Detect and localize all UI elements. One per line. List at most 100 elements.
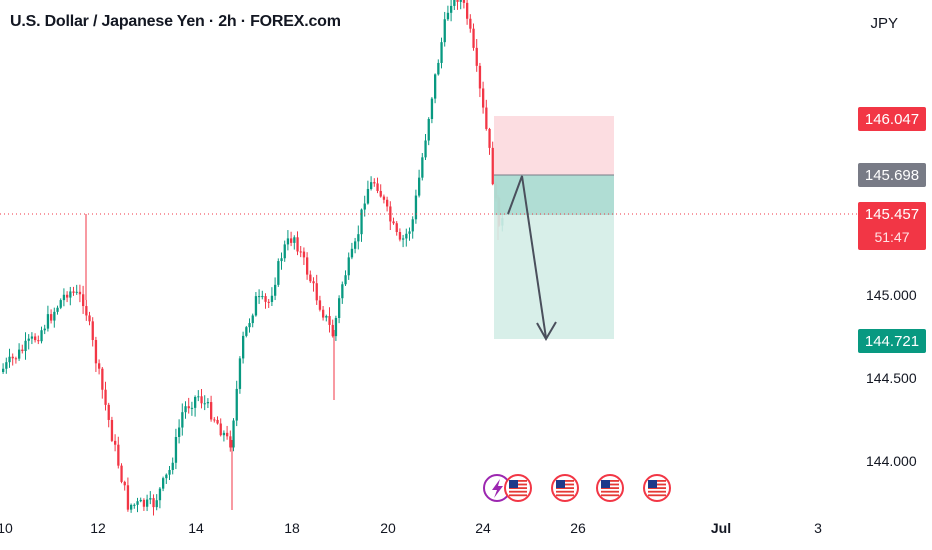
candle-body	[133, 504, 136, 506]
candle-body	[453, 0, 456, 6]
us-flag-event-icon	[551, 474, 579, 502]
candle-body	[190, 407, 194, 409]
candle-body	[283, 244, 286, 259]
candle-body	[328, 316, 331, 325]
candle-body	[264, 296, 267, 302]
candle-body	[427, 118, 430, 141]
candle-body	[338, 298, 341, 318]
candle-body	[408, 231, 411, 234]
candle-body	[347, 257, 350, 276]
candle-body	[270, 295, 274, 302]
candle-series	[2, 0, 504, 516]
candle-body	[149, 498, 152, 500]
candle-body	[472, 28, 475, 48]
x-tick-label: 24	[475, 520, 491, 536]
candle-body	[318, 300, 322, 310]
current-price-tag: 145.457 51:47	[858, 202, 926, 250]
candle-body	[88, 315, 91, 322]
candle-body	[152, 498, 155, 508]
x-tick-label: Jul	[710, 520, 732, 536]
projection-arrow	[507, 175, 557, 342]
candle-body	[126, 485, 130, 510]
candle-body	[213, 419, 216, 421]
candle-body	[2, 368, 5, 372]
candle-body	[459, 0, 462, 2]
candle-body	[53, 311, 56, 321]
candle-body	[258, 296, 261, 298]
candle-body	[21, 349, 24, 352]
candle-body	[315, 283, 318, 301]
candle-body	[261, 296, 264, 298]
candle-body	[450, 5, 453, 13]
target-price-tag: 144.721	[858, 329, 926, 353]
candle-body	[290, 238, 293, 243]
candle-body	[251, 315, 254, 324]
candle-body	[325, 316, 328, 318]
candle-body	[56, 307, 59, 312]
event-icons	[483, 474, 671, 502]
candle-body	[200, 396, 203, 404]
candle-body	[360, 209, 363, 235]
stop-price-tag: 145.698	[858, 163, 926, 187]
candle-body	[411, 219, 414, 232]
price-tick: 145.000	[866, 287, 917, 303]
candle-body	[66, 294, 69, 298]
candle-body	[222, 432, 226, 436]
candle-body	[277, 261, 280, 285]
candle-body	[405, 233, 408, 239]
candle-body	[254, 296, 258, 316]
candle-body	[446, 12, 450, 20]
candle-body	[30, 336, 34, 339]
candle-body	[50, 314, 53, 321]
candle-body	[488, 128, 491, 148]
candle-body	[136, 501, 139, 505]
candle-body	[443, 19, 446, 43]
chart-title: U.S. Dollar / Japanese Yen · 2h · FOREX.…	[10, 13, 341, 30]
candle-body	[475, 47, 478, 66]
candle-body	[104, 389, 107, 405]
candle-body	[114, 440, 117, 445]
candle-body	[267, 301, 270, 303]
candle-body	[75, 291, 78, 293]
candle-body	[402, 238, 405, 240]
candle-body	[302, 251, 306, 258]
candle-body	[398, 232, 402, 240]
candle-body	[395, 223, 398, 233]
x-tick-label: 3	[814, 520, 822, 536]
candle-body	[309, 274, 312, 282]
candle-body	[469, 18, 472, 29]
price-tick: 144.000	[866, 453, 917, 469]
candle-body	[94, 340, 98, 364]
position-tool	[494, 116, 614, 339]
candle-body	[37, 340, 40, 342]
candle-body	[171, 462, 174, 470]
candle-body	[414, 195, 418, 220]
candle-body	[165, 474, 168, 479]
candle-body	[110, 419, 114, 441]
candle-body	[123, 481, 126, 486]
candle-body	[120, 465, 123, 482]
us-flag-event-icon	[596, 474, 624, 502]
candle-body	[142, 499, 146, 507]
candle-body	[366, 188, 370, 204]
candle-body	[219, 423, 222, 436]
candle-body	[363, 203, 366, 210]
candle-body	[168, 469, 171, 475]
candle-body	[46, 314, 50, 329]
candle-body	[43, 328, 46, 331]
candle-body	[72, 291, 75, 293]
candle-body	[229, 436, 232, 448]
candle-body	[280, 258, 283, 262]
candle-body	[232, 420, 235, 448]
candle-body	[421, 157, 424, 178]
candle-body	[34, 336, 37, 341]
candle-body	[174, 436, 178, 463]
x-tick-label: 14	[188, 520, 204, 536]
candle-body	[62, 294, 66, 301]
candle-body	[117, 444, 120, 466]
candle-body	[197, 396, 200, 398]
candle-body	[69, 291, 72, 298]
candle-body	[482, 88, 485, 108]
candle-body	[8, 356, 11, 363]
